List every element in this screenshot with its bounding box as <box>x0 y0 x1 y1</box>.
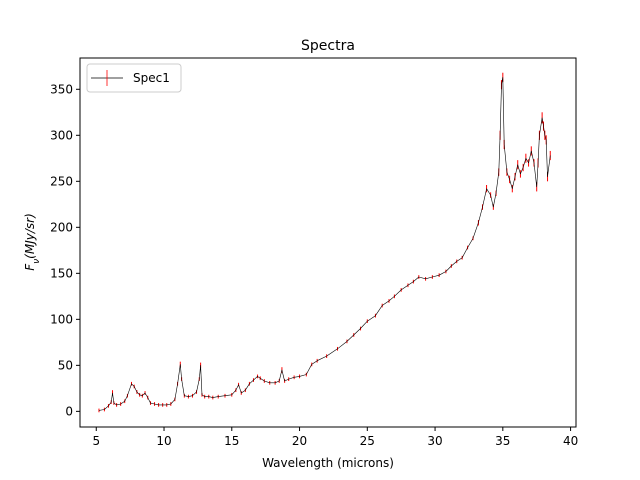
plot-area <box>98 72 551 413</box>
legend-label-spec1: Spec1 <box>133 71 170 85</box>
series-spec1 <box>98 72 551 413</box>
y-tick-label: 300 <box>50 128 73 142</box>
chart-title: Spectra <box>301 38 355 54</box>
axes-frame <box>79 57 577 428</box>
y-axis-title: Fν(MJy/sr) <box>23 213 42 271</box>
y-tick-label: 0 <box>65 404 73 418</box>
y-tick-label: 200 <box>50 220 73 234</box>
y-axis-title-main: F <box>23 263 37 271</box>
x-tick-label: 10 <box>156 434 171 448</box>
x-tick-label: 30 <box>427 434 442 448</box>
x-tick-label: 40 <box>563 434 578 448</box>
y-tick-label: 150 <box>50 266 73 280</box>
series-line <box>98 77 551 411</box>
legend-box <box>86 63 182 93</box>
y-tick-label: 50 <box>58 358 73 372</box>
x-tick-label: 20 <box>292 434 307 448</box>
x-tick-label: 15 <box>224 434 239 448</box>
y-axis-title-rest: (MJy/sr) <box>23 213 37 259</box>
legend: Spec1 <box>86 63 182 93</box>
y-tick-label: 350 <box>50 82 73 96</box>
x-tick-label: 25 <box>360 434 375 448</box>
x-tick-label: 5 <box>92 434 100 448</box>
x-tick-label: 35 <box>495 434 510 448</box>
axis-ticks: 5 10 15 20 25 30 35 40 0 50 100 150 200 250 300 350 <box>50 82 578 448</box>
y-axis-title-sub: ν <box>32 259 42 264</box>
y-tick-label: 250 <box>50 174 73 188</box>
x-axis-title: Wavelength (microns) <box>262 456 394 470</box>
y-tick-label: 100 <box>50 312 73 326</box>
